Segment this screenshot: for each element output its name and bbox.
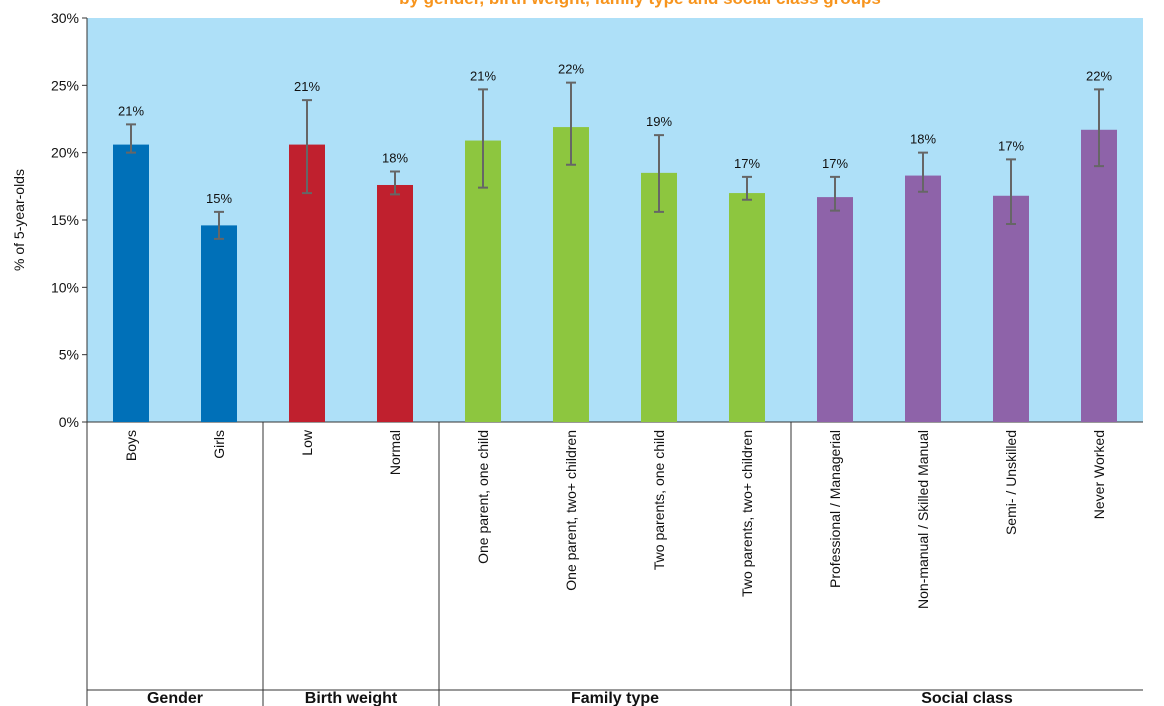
x-tick-label: Non-manual / Skilled Manual: [915, 430, 931, 609]
bar: [729, 193, 765, 422]
error-bar: [918, 151, 928, 193]
x-tick-label: Semi- / Unskilled: [1003, 430, 1019, 535]
bar: [993, 195, 1029, 422]
error-bar: [126, 123, 136, 154]
y-tick-label: 15%: [51, 212, 79, 228]
value-label: 17%: [734, 156, 760, 171]
chart-title: by gender, birth weight, family type and…: [399, 0, 881, 8]
error-bar: [1094, 88, 1104, 168]
value-label: 18%: [910, 132, 936, 147]
y-tick-label: 0%: [59, 414, 79, 430]
error-bar: [1006, 158, 1016, 226]
x-tick-label: Professional / Managerial: [827, 430, 843, 588]
y-axis-label: % of 5-year-olds: [11, 169, 27, 271]
value-label: 17%: [822, 156, 848, 171]
plot-background: [87, 18, 1143, 422]
bar: [905, 175, 941, 422]
bar: [377, 184, 413, 422]
value-label: 19%: [646, 114, 672, 129]
bar: [201, 225, 237, 422]
value-label: 21%: [294, 79, 320, 94]
bar: [817, 197, 853, 422]
group-label: Birth weight: [305, 690, 398, 706]
x-tick-label: Boys: [123, 430, 139, 461]
bar: [1081, 129, 1117, 423]
error-bar: [214, 210, 224, 240]
value-label: 22%: [558, 62, 584, 77]
error-bar: [302, 99, 312, 195]
x-tick-label: Low: [299, 429, 315, 456]
error-bar: [742, 175, 752, 201]
group-label: Family type: [571, 690, 659, 706]
bar: [113, 144, 149, 422]
y-tick-label: 30%: [51, 10, 79, 26]
bar: [553, 127, 589, 422]
y-tick-label: 25%: [51, 77, 79, 93]
x-tick-label: Two parents, one child: [651, 430, 667, 570]
y-tick-label: 5%: [59, 347, 79, 363]
value-label: 15%: [206, 191, 232, 206]
x-tick-label: One parent, two+ children: [563, 430, 579, 591]
x-tick-label: One parent, one child: [475, 430, 491, 564]
group-label: Gender: [147, 690, 203, 706]
value-label: 22%: [1086, 68, 1112, 83]
x-tick-label: Two parents, two+ children: [739, 430, 755, 597]
value-label: 18%: [382, 151, 408, 166]
x-tick-label: Girls: [211, 430, 227, 459]
bar: [641, 172, 677, 422]
error-bar: [566, 81, 576, 166]
error-bar: [390, 170, 400, 196]
x-tick-label: Normal: [387, 430, 403, 475]
x-tick-label: Never Worked: [1091, 430, 1107, 519]
y-tick-label: 20%: [51, 145, 79, 161]
error-bar: [654, 134, 664, 213]
value-label: 21%: [118, 103, 144, 118]
value-label: 21%: [470, 68, 496, 83]
error-bar: [830, 175, 840, 212]
group-label: Social class: [921, 690, 1013, 706]
error-bar: [478, 88, 488, 189]
value-label: 17%: [998, 138, 1024, 153]
y-tick-label: 10%: [51, 279, 79, 295]
